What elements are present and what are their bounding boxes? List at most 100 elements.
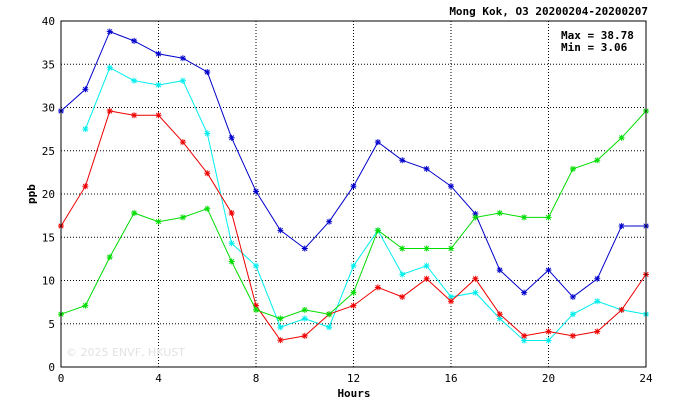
data-point — [326, 311, 333, 318]
data-point — [301, 332, 308, 339]
data-point — [423, 262, 430, 269]
data-point — [204, 170, 211, 177]
data-point — [277, 324, 284, 331]
series-2 — [82, 64, 649, 344]
data-point — [521, 337, 528, 344]
data-point — [521, 289, 528, 296]
data-point — [82, 86, 89, 93]
data-point — [594, 275, 601, 282]
data-point — [301, 245, 308, 252]
data-point — [472, 214, 479, 221]
x-tick-label: 8 — [253, 372, 260, 385]
data-point — [545, 337, 552, 344]
chart-title: Mong Kok, O3 20200204-20200207 — [449, 5, 648, 18]
data-point — [399, 271, 406, 278]
data-point — [496, 210, 503, 217]
data-point — [82, 183, 89, 190]
data-point — [179, 77, 186, 84]
plot-frame — [60, 20, 647, 368]
y-tick-label: 40 — [42, 15, 55, 28]
series-line — [60, 30, 646, 298]
data-point — [618, 134, 625, 141]
data-point — [521, 214, 528, 221]
max-label: Max = 38.78 — [561, 29, 634, 42]
data-point — [569, 311, 576, 318]
y-tick-label: 5 — [48, 318, 55, 331]
x-tick-label: 16 — [444, 372, 457, 385]
data-point — [106, 28, 113, 35]
data-point — [350, 262, 357, 269]
data-point — [106, 107, 113, 114]
series-1 — [58, 28, 649, 300]
data-point — [179, 139, 186, 146]
data-point — [472, 275, 479, 282]
y-tick-label: 35 — [42, 58, 55, 71]
data-point — [423, 275, 430, 282]
data-point — [131, 210, 138, 217]
data-point — [204, 130, 211, 137]
watermark: © 2025 ENVF, HKUST — [66, 346, 185, 359]
x-tick-label: 0 — [58, 372, 65, 385]
data-point — [253, 262, 259, 269]
data-point — [155, 112, 162, 119]
data-point — [204, 69, 211, 76]
data-point — [399, 157, 406, 164]
data-point — [399, 245, 406, 252]
y-tick-label: 0 — [48, 361, 55, 374]
data-point — [131, 77, 138, 84]
y-tick-label: 10 — [42, 275, 55, 288]
y-tick-label: 25 — [42, 145, 55, 158]
data-point — [277, 337, 284, 344]
data-point — [82, 126, 89, 133]
y-tick-label: 15 — [42, 231, 55, 244]
data-point — [594, 157, 601, 164]
data-point — [131, 112, 138, 119]
y-axis-title: ppb — [25, 184, 38, 204]
data-point — [496, 311, 503, 318]
data-point — [399, 293, 406, 300]
data-point — [155, 50, 162, 57]
data-point — [374, 139, 381, 146]
data-point — [228, 134, 235, 141]
series-group — [58, 28, 649, 344]
data-point — [326, 218, 333, 225]
data-point — [106, 254, 113, 261]
data-point — [155, 218, 162, 225]
data-point — [448, 183, 454, 190]
data-point — [472, 289, 479, 296]
data-point — [277, 315, 284, 322]
data-point — [277, 227, 284, 234]
data-point — [594, 298, 601, 305]
data-point — [545, 214, 552, 221]
data-point — [228, 210, 235, 217]
data-point — [228, 240, 235, 247]
data-point — [569, 332, 576, 339]
grid-lines — [61, 21, 646, 367]
data-point — [179, 214, 186, 221]
y-tick-label: 30 — [42, 102, 55, 115]
series-line — [60, 110, 647, 320]
data-point — [594, 328, 601, 335]
data-point — [423, 245, 430, 252]
min-label: Min = 3.06 — [561, 41, 628, 54]
data-point — [545, 328, 552, 335]
data-point — [496, 267, 503, 274]
data-point — [569, 293, 576, 300]
data-point — [301, 315, 308, 322]
x-tick-label: 20 — [542, 372, 555, 385]
y-tick-label: 20 — [42, 188, 55, 201]
data-point — [618, 306, 625, 313]
data-point — [423, 165, 430, 172]
data-point — [569, 165, 576, 172]
x-tick-label: 12 — [347, 372, 360, 385]
series-line — [84, 66, 647, 341]
data-point — [155, 82, 162, 89]
data-point — [521, 332, 528, 339]
series-4 — [58, 107, 649, 322]
data-point — [374, 227, 381, 234]
data-point — [204, 205, 211, 212]
data-point — [350, 183, 357, 190]
data-point — [106, 64, 113, 71]
x-tick-label: 4 — [155, 372, 162, 385]
